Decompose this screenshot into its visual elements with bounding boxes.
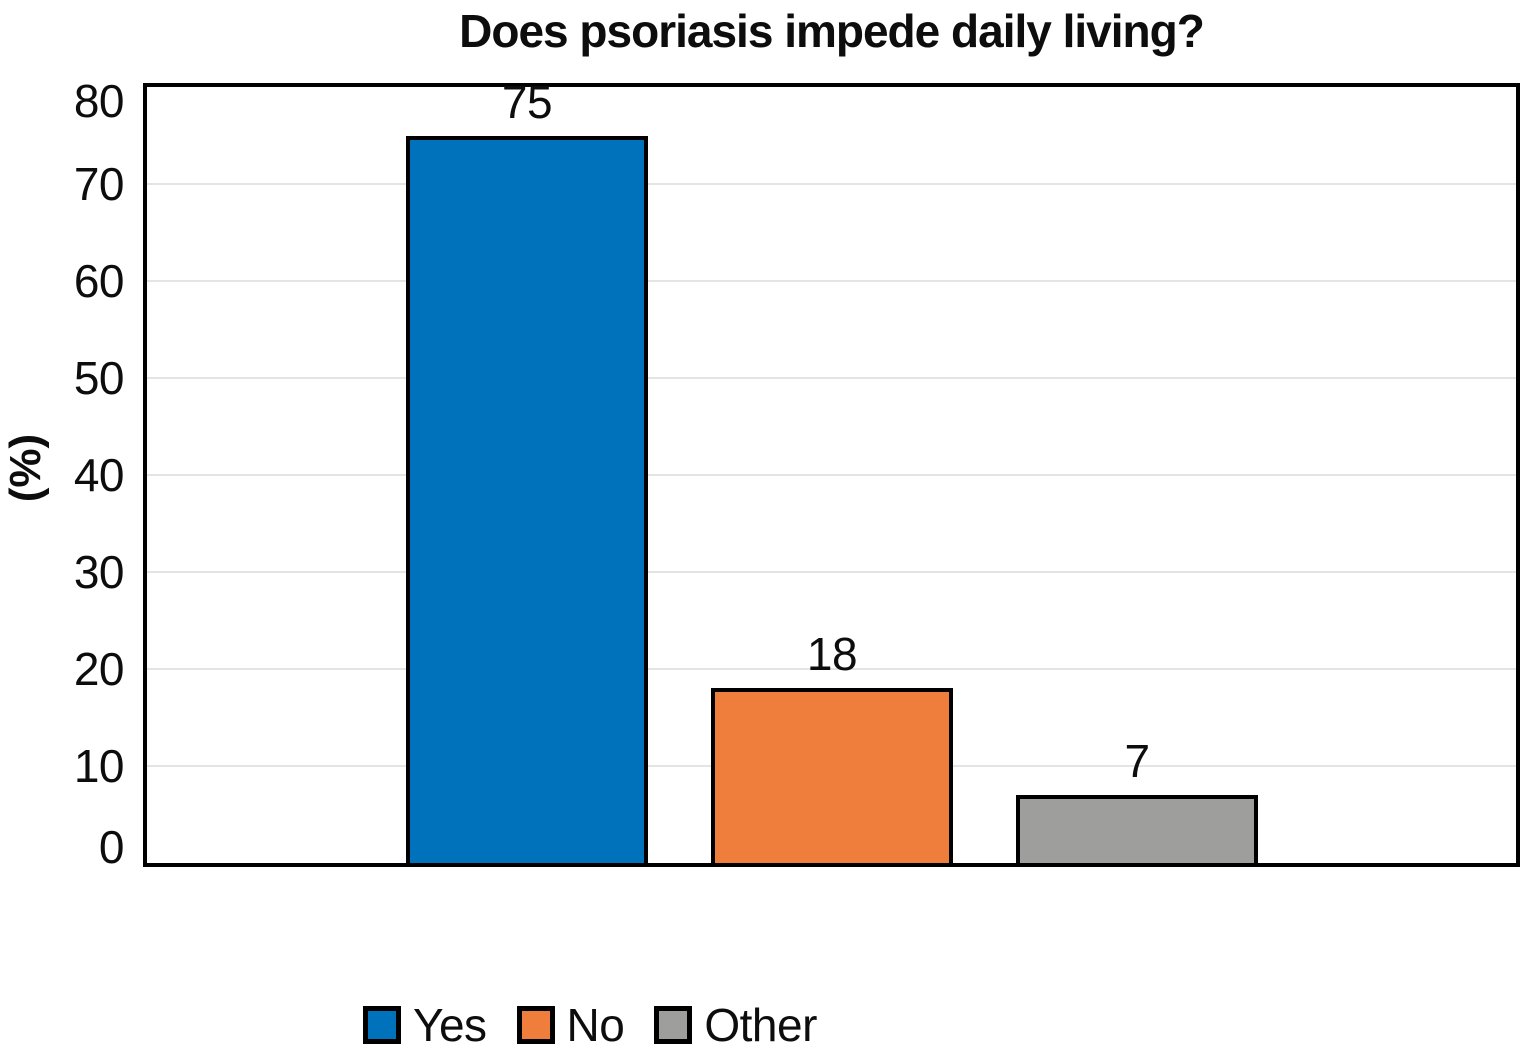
- gridline-60: [147, 280, 1516, 282]
- y-axis-tick-labels: 80 70 60 50 40 30 20 10 0: [0, 77, 126, 871]
- y-tick-label: 50: [73, 352, 125, 404]
- legend-swatch-other: [654, 1006, 693, 1044]
- legend: Yes No Other: [363, 1001, 817, 1049]
- chart-title: Does psoriasis impede daily living?: [459, 5, 1205, 57]
- gridline-50: [147, 377, 1516, 379]
- legend-item-other: Other: [654, 1001, 817, 1049]
- y-tick-label: 80: [73, 75, 125, 127]
- legend-item-yes: Yes: [363, 1001, 487, 1049]
- legend-label: Other: [704, 999, 817, 1049]
- y-tick-label: 70: [73, 158, 125, 210]
- legend-label: Yes: [413, 999, 487, 1049]
- y-tick-label: 0: [98, 821, 125, 873]
- plot-area: 75 18 7: [143, 78, 1520, 867]
- bar-no: [711, 688, 953, 863]
- y-tick-label: 40: [73, 449, 125, 501]
- legend-label: No: [566, 999, 625, 1049]
- bar-value-label: 7: [1124, 735, 1150, 788]
- bar-value-label: 75: [501, 75, 553, 128]
- legend-swatch-no: [516, 1006, 555, 1044]
- gridline-40: [147, 474, 1516, 476]
- y-tick-label: 60: [73, 255, 125, 307]
- y-tick-label: 30: [73, 546, 125, 598]
- bar-yes: [406, 135, 648, 863]
- bar-other: [1016, 795, 1258, 863]
- gridline-70: [147, 183, 1516, 185]
- legend-swatch-yes: [363, 1006, 401, 1044]
- gridline-20: [147, 668, 1516, 670]
- bar-value-label: 18: [806, 628, 858, 681]
- y-tick-label: 10: [73, 740, 125, 792]
- legend-item-no: No: [516, 999, 625, 1049]
- gridline-30: [147, 571, 1516, 573]
- y-tick-label: 20: [73, 643, 125, 695]
